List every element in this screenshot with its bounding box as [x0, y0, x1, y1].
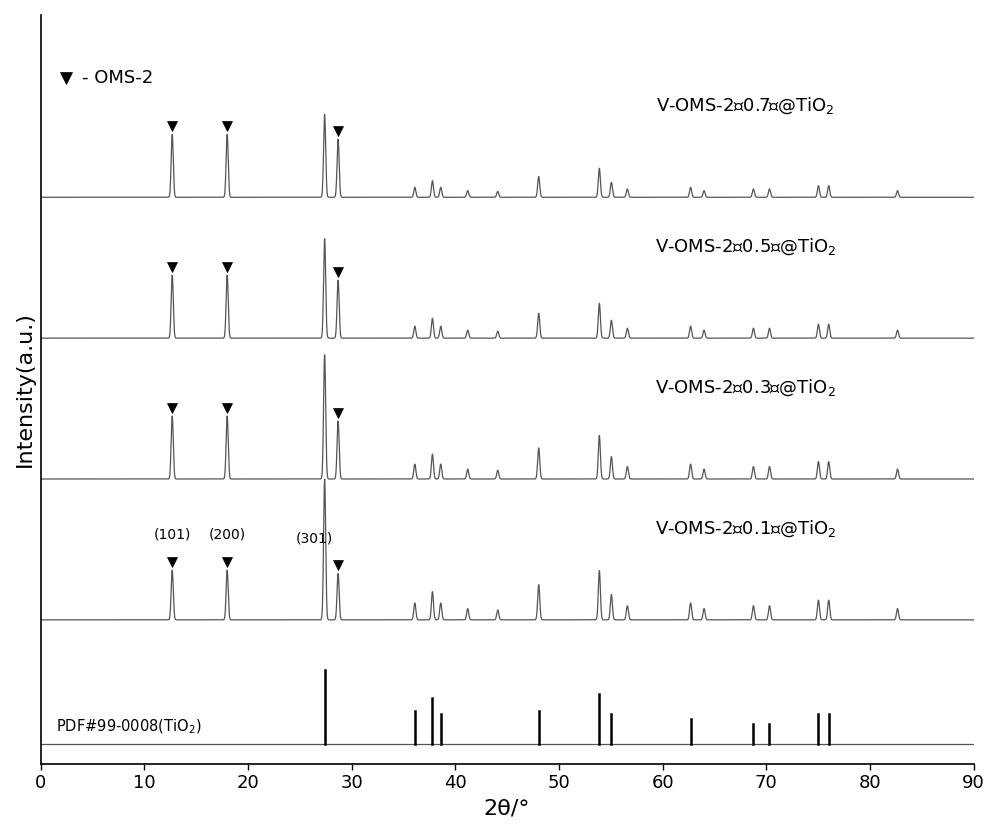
Text: V-OMS-2（0.5）@TiO$_2$: V-OMS-2（0.5）@TiO$_2$ — [655, 237, 836, 257]
Text: (200): (200) — [209, 528, 246, 542]
Text: (301): (301) — [296, 531, 333, 546]
Text: V-OMS-2（0.1）@TiO$_2$: V-OMS-2（0.1）@TiO$_2$ — [655, 518, 836, 539]
Text: V-OMS-2（0.7）@TiO$_2$: V-OMS-2（0.7）@TiO$_2$ — [656, 96, 835, 117]
Text: - OMS-2: - OMS-2 — [82, 69, 153, 87]
Text: (101): (101) — [154, 528, 191, 542]
Y-axis label: Intensity(a.u.): Intensity(a.u.) — [15, 312, 35, 467]
X-axis label: 2θ/°: 2θ/° — [484, 798, 530, 818]
Text: V-OMS-2（0.3）@TiO$_2$: V-OMS-2（0.3）@TiO$_2$ — [655, 377, 836, 398]
Text: PDF#99-0008(TiO$_2$): PDF#99-0008(TiO$_2$) — [56, 717, 202, 736]
